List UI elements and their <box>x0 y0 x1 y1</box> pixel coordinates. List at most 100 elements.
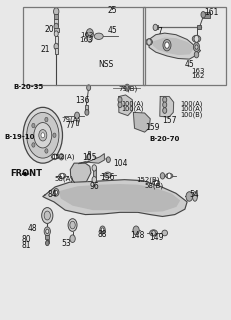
Polygon shape <box>160 97 174 117</box>
Text: 100(A): 100(A) <box>180 101 202 108</box>
Bar <box>143 7 226 85</box>
Circle shape <box>32 123 35 128</box>
Text: 79(A): 79(A) <box>61 116 80 123</box>
Circle shape <box>87 85 91 91</box>
Polygon shape <box>119 95 132 116</box>
Circle shape <box>46 229 49 234</box>
Text: 54: 54 <box>189 190 199 199</box>
Circle shape <box>194 35 199 42</box>
Text: 58(A): 58(A) <box>55 176 74 182</box>
Text: 7: 7 <box>158 27 163 36</box>
Circle shape <box>45 117 48 122</box>
Circle shape <box>44 227 50 236</box>
Text: 25: 25 <box>107 6 117 15</box>
Circle shape <box>85 109 89 115</box>
Circle shape <box>163 97 167 103</box>
Bar <box>54 14 58 20</box>
Circle shape <box>87 35 92 42</box>
Bar <box>154 26 158 29</box>
Text: 148: 148 <box>131 231 145 240</box>
Circle shape <box>152 230 155 236</box>
Text: 162: 162 <box>80 32 93 38</box>
Circle shape <box>163 102 167 108</box>
Circle shape <box>53 133 56 138</box>
Text: 53: 53 <box>61 239 71 248</box>
Circle shape <box>106 157 110 163</box>
Text: 104: 104 <box>113 159 127 168</box>
Circle shape <box>54 188 59 196</box>
Text: 84: 84 <box>48 190 57 199</box>
Circle shape <box>68 219 77 231</box>
Ellipse shape <box>52 154 58 159</box>
Circle shape <box>54 31 58 36</box>
Circle shape <box>194 52 199 58</box>
Circle shape <box>46 241 49 246</box>
Ellipse shape <box>192 35 201 42</box>
Text: 100(A): 100(A) <box>180 106 202 112</box>
Circle shape <box>54 8 59 15</box>
Text: 136: 136 <box>75 96 89 105</box>
Circle shape <box>101 228 104 232</box>
Circle shape <box>59 154 64 160</box>
Text: B-19-10: B-19-10 <box>4 134 35 140</box>
Circle shape <box>100 226 105 234</box>
Text: 45: 45 <box>108 26 118 35</box>
Circle shape <box>54 23 58 30</box>
Circle shape <box>53 154 57 160</box>
Text: 88: 88 <box>97 230 107 239</box>
Circle shape <box>160 173 165 179</box>
Circle shape <box>163 39 171 51</box>
Bar <box>46 240 49 243</box>
Text: 105: 105 <box>82 153 97 162</box>
Circle shape <box>42 208 53 223</box>
Text: 149: 149 <box>149 233 164 242</box>
Text: 100(A): 100(A) <box>122 106 144 112</box>
Circle shape <box>34 123 52 148</box>
Circle shape <box>32 143 35 147</box>
Circle shape <box>70 235 75 243</box>
Text: 80: 80 <box>21 235 31 244</box>
Text: 20: 20 <box>45 25 54 35</box>
Text: B-20-70: B-20-70 <box>149 136 180 142</box>
Ellipse shape <box>162 230 167 236</box>
Ellipse shape <box>192 192 198 201</box>
Text: 100(B): 100(B) <box>180 111 202 117</box>
Text: 21: 21 <box>41 45 50 54</box>
Ellipse shape <box>146 39 152 45</box>
Polygon shape <box>70 163 91 182</box>
Bar <box>55 48 58 54</box>
Circle shape <box>92 165 97 171</box>
Bar <box>54 28 59 32</box>
Text: FRONT: FRONT <box>10 170 42 179</box>
Circle shape <box>155 180 158 185</box>
Bar <box>55 36 58 45</box>
Polygon shape <box>60 185 179 212</box>
Circle shape <box>147 39 151 45</box>
Text: 161: 161 <box>204 8 219 17</box>
Text: 163: 163 <box>80 37 93 44</box>
Ellipse shape <box>153 180 160 185</box>
Text: 159: 159 <box>145 123 160 132</box>
Bar <box>55 19 58 26</box>
Circle shape <box>54 43 58 50</box>
Text: 163: 163 <box>191 68 205 74</box>
Polygon shape <box>79 154 104 164</box>
Text: 157: 157 <box>162 116 176 125</box>
Circle shape <box>165 42 169 48</box>
Polygon shape <box>134 112 150 132</box>
Ellipse shape <box>104 172 111 178</box>
Circle shape <box>44 211 50 220</box>
Text: 58(B): 58(B) <box>144 182 163 188</box>
Circle shape <box>39 130 47 141</box>
Circle shape <box>92 177 97 183</box>
Circle shape <box>186 192 193 201</box>
Circle shape <box>201 12 205 18</box>
Circle shape <box>118 97 122 103</box>
Circle shape <box>70 221 75 229</box>
Bar <box>204 12 210 18</box>
Circle shape <box>61 173 64 178</box>
Text: 77: 77 <box>65 121 75 130</box>
Circle shape <box>55 190 58 194</box>
Circle shape <box>163 108 167 113</box>
Text: 81: 81 <box>21 241 31 250</box>
